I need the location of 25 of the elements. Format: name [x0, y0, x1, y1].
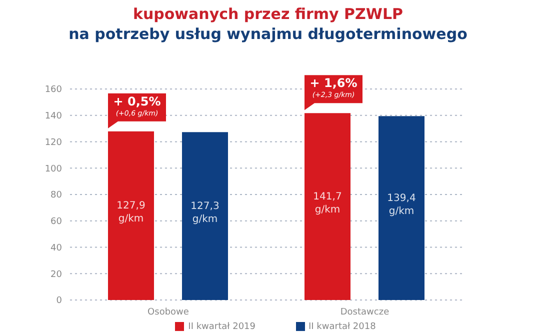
y-tick-label: 80	[50, 190, 62, 201]
y-tick-label: 40	[50, 243, 62, 254]
y-tick-label: 20	[50, 270, 62, 280]
y-tick-label: 60	[50, 217, 62, 228]
y-tick-label: 160	[44, 85, 62, 96]
data-label: 141,7 g/km	[313, 192, 342, 216]
y-tick-label: 0	[56, 296, 62, 306]
legend-label: II kwartał 2019	[188, 322, 256, 332]
bar	[108, 131, 154, 300]
data-label: 127,9 g/km	[116, 200, 146, 225]
data-label: 127,3 g/km	[190, 201, 220, 226]
y-tick-label: 120	[44, 138, 62, 148]
bar	[304, 113, 350, 300]
legend-label: II kwartał 2018	[308, 322, 376, 332]
x-tick-label: Dostawcze	[340, 307, 390, 318]
y-tick-label: 100	[44, 164, 62, 174]
data-label: 139,4 g/km	[387, 193, 416, 218]
chart-subtitle: na potrzeby usług wynajmu długoterminowego	[68, 24, 468, 44]
bar	[378, 116, 424, 300]
y-tick-label: 140	[44, 112, 62, 122]
bar	[182, 132, 228, 300]
chart-title: kupowanych przez firmy PZWLP	[132, 4, 404, 24]
annotation: + 1,6% (+2,3 g/km)	[310, 76, 358, 100]
annotation: + 0,5% (+0,6 g/km)	[113, 94, 161, 118]
x-tick-label: Osobowe	[148, 307, 190, 318]
